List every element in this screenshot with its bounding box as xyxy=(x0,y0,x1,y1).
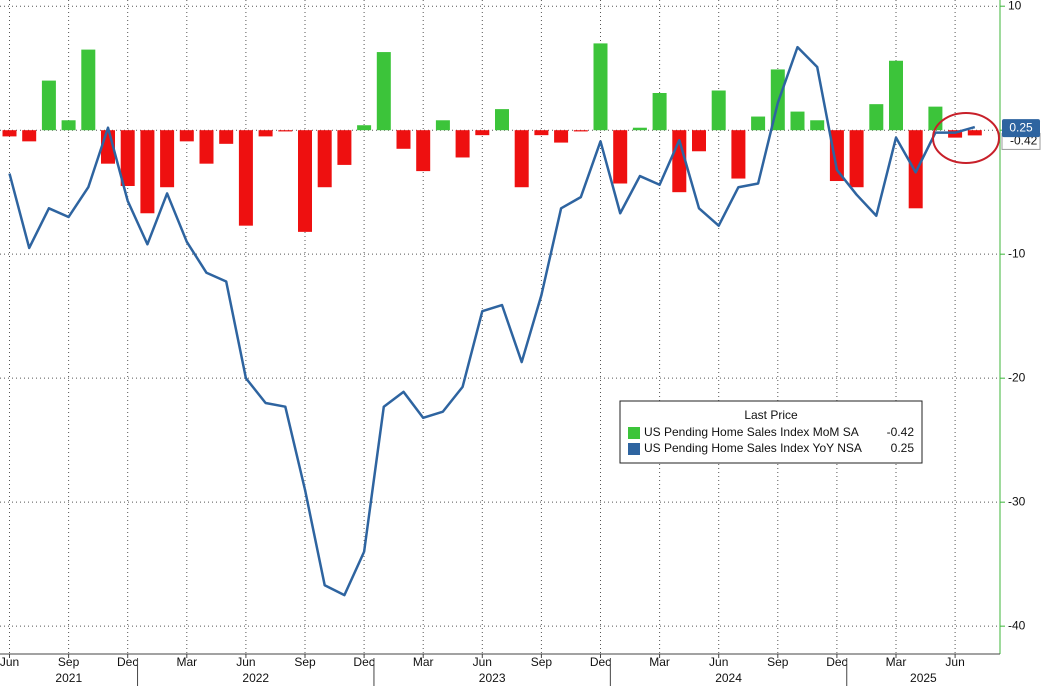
y-tick-label: 10 xyxy=(1008,0,1022,12)
bar xyxy=(41,80,56,131)
bar xyxy=(593,43,608,131)
y-tick-label: -40 xyxy=(1008,618,1026,632)
bar xyxy=(751,116,766,131)
x-tick-label: Mar xyxy=(649,655,670,669)
bar xyxy=(199,130,214,164)
legend-swatch xyxy=(628,427,640,439)
bar xyxy=(652,92,667,131)
x-tick-label: Dec xyxy=(353,655,374,669)
bar xyxy=(238,130,253,226)
x-tick-label: Jun xyxy=(473,655,492,669)
bar xyxy=(317,130,332,188)
bar xyxy=(337,130,352,165)
legend-value: 0.25 xyxy=(891,441,915,455)
bar xyxy=(495,109,509,131)
x-tick-label: Sep xyxy=(58,655,80,669)
bar xyxy=(120,130,135,186)
bar xyxy=(179,130,194,142)
bar xyxy=(278,130,293,132)
legend-value: -0.42 xyxy=(887,425,915,439)
last-tag-yoy: 0.25 xyxy=(1002,119,1040,138)
bar xyxy=(160,130,175,188)
bar xyxy=(298,130,312,232)
bar xyxy=(219,130,234,144)
bar xyxy=(140,130,155,214)
x-tick-label: Jun xyxy=(236,655,255,669)
x-tick-label: Jun xyxy=(0,655,19,669)
bar xyxy=(455,130,470,158)
x-tick-label: Sep xyxy=(294,655,316,669)
x-tick-label: Dec xyxy=(590,655,611,669)
bar xyxy=(790,111,805,131)
year-label: 2021 xyxy=(55,671,82,685)
x-tick-label: Mar xyxy=(176,655,197,669)
bar xyxy=(81,49,96,131)
x-tick-label: Dec xyxy=(826,655,847,669)
x-tick-label: Jun xyxy=(709,655,728,669)
bar xyxy=(810,120,825,131)
bar xyxy=(908,130,923,209)
bar xyxy=(357,125,372,131)
bar xyxy=(258,130,273,137)
y-tick-label: -30 xyxy=(1008,494,1026,508)
legend-title: Last Price xyxy=(744,408,798,422)
bar xyxy=(416,130,431,172)
bar xyxy=(22,130,37,142)
legend-label: US Pending Home Sales Index MoM SA xyxy=(644,425,859,439)
highlight-circle xyxy=(932,112,1000,164)
bar xyxy=(61,120,76,131)
year-label: 2024 xyxy=(715,671,742,685)
bar xyxy=(967,130,982,136)
bar xyxy=(2,130,17,137)
bar xyxy=(435,120,450,131)
bar xyxy=(396,130,411,149)
legend: Last Price US Pending Home Sales Index Mo… xyxy=(619,400,923,464)
bar xyxy=(554,130,569,143)
bar xyxy=(829,130,844,182)
bar xyxy=(889,60,903,131)
bar xyxy=(514,130,529,188)
y-tick-label: -10 xyxy=(1008,246,1026,260)
x-tick-label: Sep xyxy=(531,655,553,669)
x-tick-label: Jun xyxy=(945,655,964,669)
x-tick-label: Dec xyxy=(117,655,138,669)
legend-swatch xyxy=(628,443,640,455)
x-tick-label: Sep xyxy=(767,655,789,669)
bar xyxy=(849,130,864,188)
line xyxy=(8,45,976,597)
bar xyxy=(534,130,549,136)
legend-label: US Pending Home Sales Index YoY NSA xyxy=(644,441,862,455)
bar xyxy=(731,130,746,179)
bar xyxy=(692,130,706,152)
y-tick-label: -20 xyxy=(1008,370,1026,384)
bar xyxy=(632,127,647,131)
year-label: 2025 xyxy=(910,671,937,685)
tag-box xyxy=(1002,119,1040,138)
bar xyxy=(573,130,588,132)
year-label: 2023 xyxy=(479,671,506,685)
legend-box xyxy=(619,400,923,464)
tag-text: 0.25 xyxy=(1009,120,1033,134)
x-tick-label: Mar xyxy=(413,655,434,669)
bar xyxy=(376,52,391,131)
bar xyxy=(475,130,490,136)
bar xyxy=(869,104,884,131)
x-tick-label: Mar xyxy=(886,655,907,669)
bar xyxy=(613,130,628,184)
year-label: 2022 xyxy=(242,671,269,685)
bar xyxy=(711,90,726,131)
